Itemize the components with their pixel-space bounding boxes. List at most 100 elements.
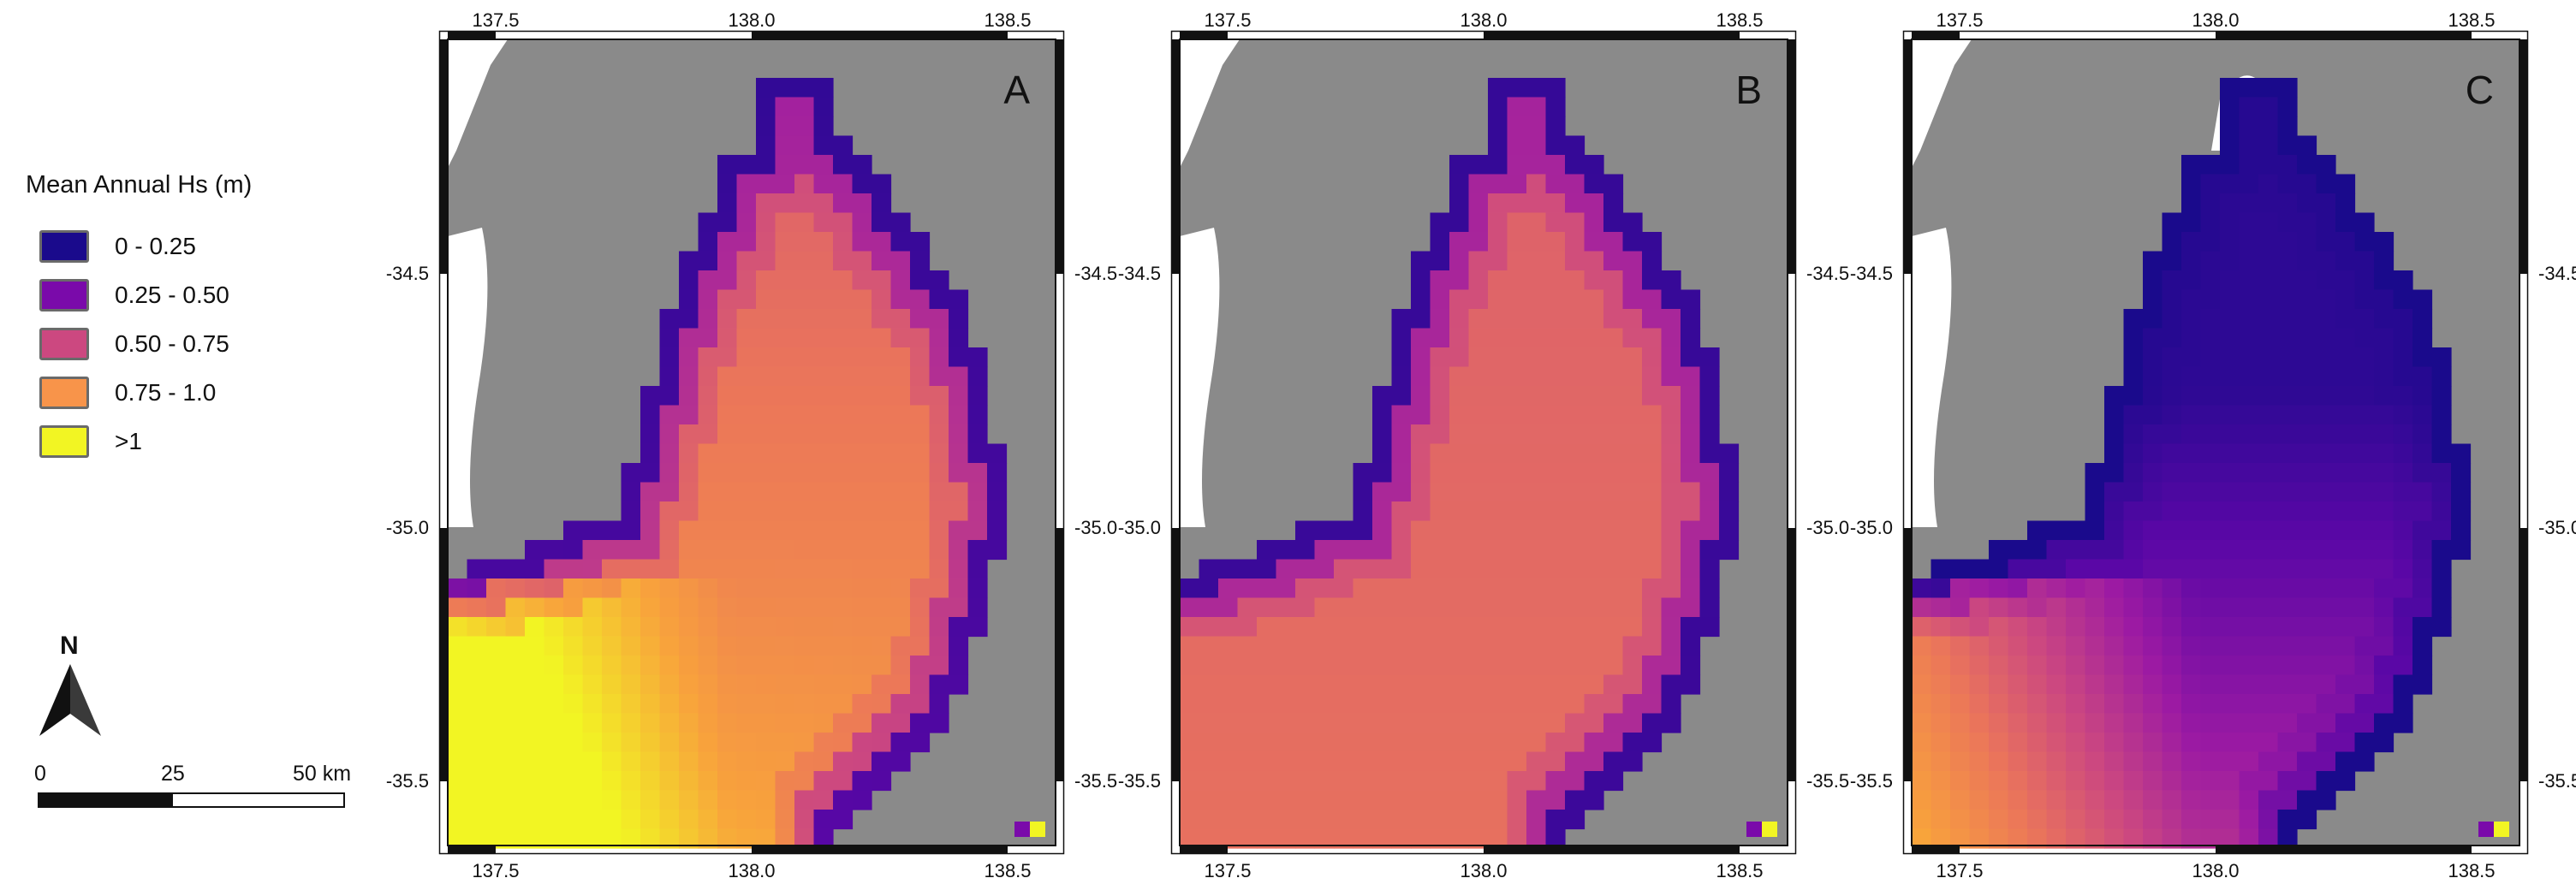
wave-height-cell [2297, 636, 2317, 656]
wave-height-cell [1661, 674, 1681, 695]
wave-height-cell [1314, 636, 1335, 656]
legend-swatch [39, 229, 89, 263]
wave-height-cell [2354, 212, 2375, 233]
wave-height-cell [2085, 482, 2105, 502]
wave-height-cell [775, 597, 795, 618]
wave-height-cell [563, 828, 584, 849]
wave-height-cell [1276, 733, 1296, 753]
wave-height-cell [640, 540, 661, 561]
wave-height-cell [2046, 597, 2067, 618]
wave-height-cell [2431, 463, 2452, 484]
wave-height-cell [1449, 771, 1470, 792]
wave-height-cell [756, 443, 776, 464]
graticule-segment [1788, 39, 1796, 274]
wave-height-cell [1681, 309, 1701, 329]
wave-height-cell [1353, 617, 1373, 638]
wave-height-cell [890, 212, 911, 233]
wave-height-cell [1334, 733, 1354, 753]
wave-height-cell [1603, 636, 1624, 656]
wave-height-cell [2277, 347, 2298, 368]
wave-height-cell [2104, 463, 2125, 484]
wave-height-cell [602, 771, 622, 792]
wave-height-cell [1449, 232, 1470, 252]
wave-height-cell [1449, 174, 1470, 194]
wave-height-cell [1989, 694, 2009, 715]
wave-height-cell [2200, 520, 2221, 541]
wave-height-cell [698, 386, 718, 406]
wave-height-cell [775, 828, 795, 849]
wave-height-cell [2374, 597, 2395, 618]
wave-height-cell [2104, 713, 2125, 733]
coastline-shape [1180, 39, 1240, 168]
wave-height-cell [967, 520, 988, 541]
wave-height-cell [467, 617, 487, 638]
wave-height-cell [1237, 597, 1258, 618]
wave-height-cell [2335, 771, 2356, 792]
wave-height-cell [2181, 656, 2202, 676]
wave-height-cell [1257, 617, 1277, 638]
wave-height-cell [679, 578, 699, 599]
wave-height-cell [1430, 790, 1450, 810]
wave-height-cell [1699, 520, 1720, 541]
wave-height-cell [1545, 366, 1566, 387]
wave-height-cell [2027, 617, 2048, 638]
wave-height-cell [2393, 405, 2413, 425]
wave-height-cell [1507, 270, 1527, 291]
wave-height-cell [1449, 386, 1470, 406]
wave-height-cell [1334, 578, 1354, 599]
wave-height-cell [505, 771, 526, 792]
wave-height-cell [2066, 540, 2086, 561]
wave-height-cell [1565, 386, 1585, 406]
wave-height-cell [2393, 520, 2413, 541]
wave-height-cell [1603, 405, 1624, 425]
wave-height-cell [794, 674, 815, 695]
wave-height-cell [679, 810, 699, 830]
wave-height-cell [698, 617, 718, 638]
wave-height-cell [640, 656, 661, 676]
wave-height-cell [582, 656, 603, 676]
wave-height-cell [1507, 578, 1527, 599]
wave-height-cell [1719, 520, 1740, 541]
wave-height-cell [640, 828, 661, 849]
wave-height-cell [2374, 578, 2395, 599]
wave-height-cell [505, 694, 526, 715]
wave-height-cell [736, 463, 757, 484]
wave-height-cell [2200, 810, 2221, 830]
wave-height-cell [717, 828, 738, 849]
wave-height-cell [2297, 540, 2317, 561]
legend-title: Mean Annual Hs (m) [26, 171, 253, 199]
wave-height-cell [890, 559, 911, 579]
wave-height-cell [1468, 694, 1489, 715]
wave-height-cell [448, 751, 468, 772]
wave-height-cell [1430, 232, 1450, 252]
wave-height-cell [1391, 790, 1412, 810]
wave-height-cell [775, 656, 795, 676]
wave-height-cell [775, 694, 795, 715]
wave-height-cell [2258, 366, 2279, 387]
wave-height-cell [910, 482, 931, 502]
wave-height-cell [2277, 482, 2298, 502]
wave-height-cell [775, 733, 795, 753]
wave-height-cell [1526, 309, 1547, 329]
wave-height-cell [1372, 501, 1393, 522]
wave-height-cell [2123, 424, 2144, 445]
wave-height-cell [659, 482, 680, 502]
wave-height-cell [2181, 463, 2202, 484]
wave-height-cell [1584, 559, 1604, 579]
wave-height-cell [1276, 790, 1296, 810]
wave-height-cell [756, 116, 776, 137]
wave-height-cell [1545, 751, 1566, 772]
wave-height-cell [2104, 559, 2125, 579]
wave-height-cell [2143, 463, 2163, 484]
wave-height-cell [2104, 617, 2125, 638]
wave-height-cell [659, 405, 680, 425]
wave-height-cell [563, 617, 584, 638]
wave-height-cell [1411, 328, 1431, 348]
wave-height-cell [1565, 790, 1585, 810]
wave-height-cell [2220, 443, 2240, 464]
wave-height-cell [1411, 771, 1431, 792]
wave-height-cell [2085, 674, 2105, 695]
wave-height-cell [2354, 482, 2375, 502]
wave-height-cell [1584, 597, 1604, 618]
wave-height-cell [2008, 540, 2028, 561]
